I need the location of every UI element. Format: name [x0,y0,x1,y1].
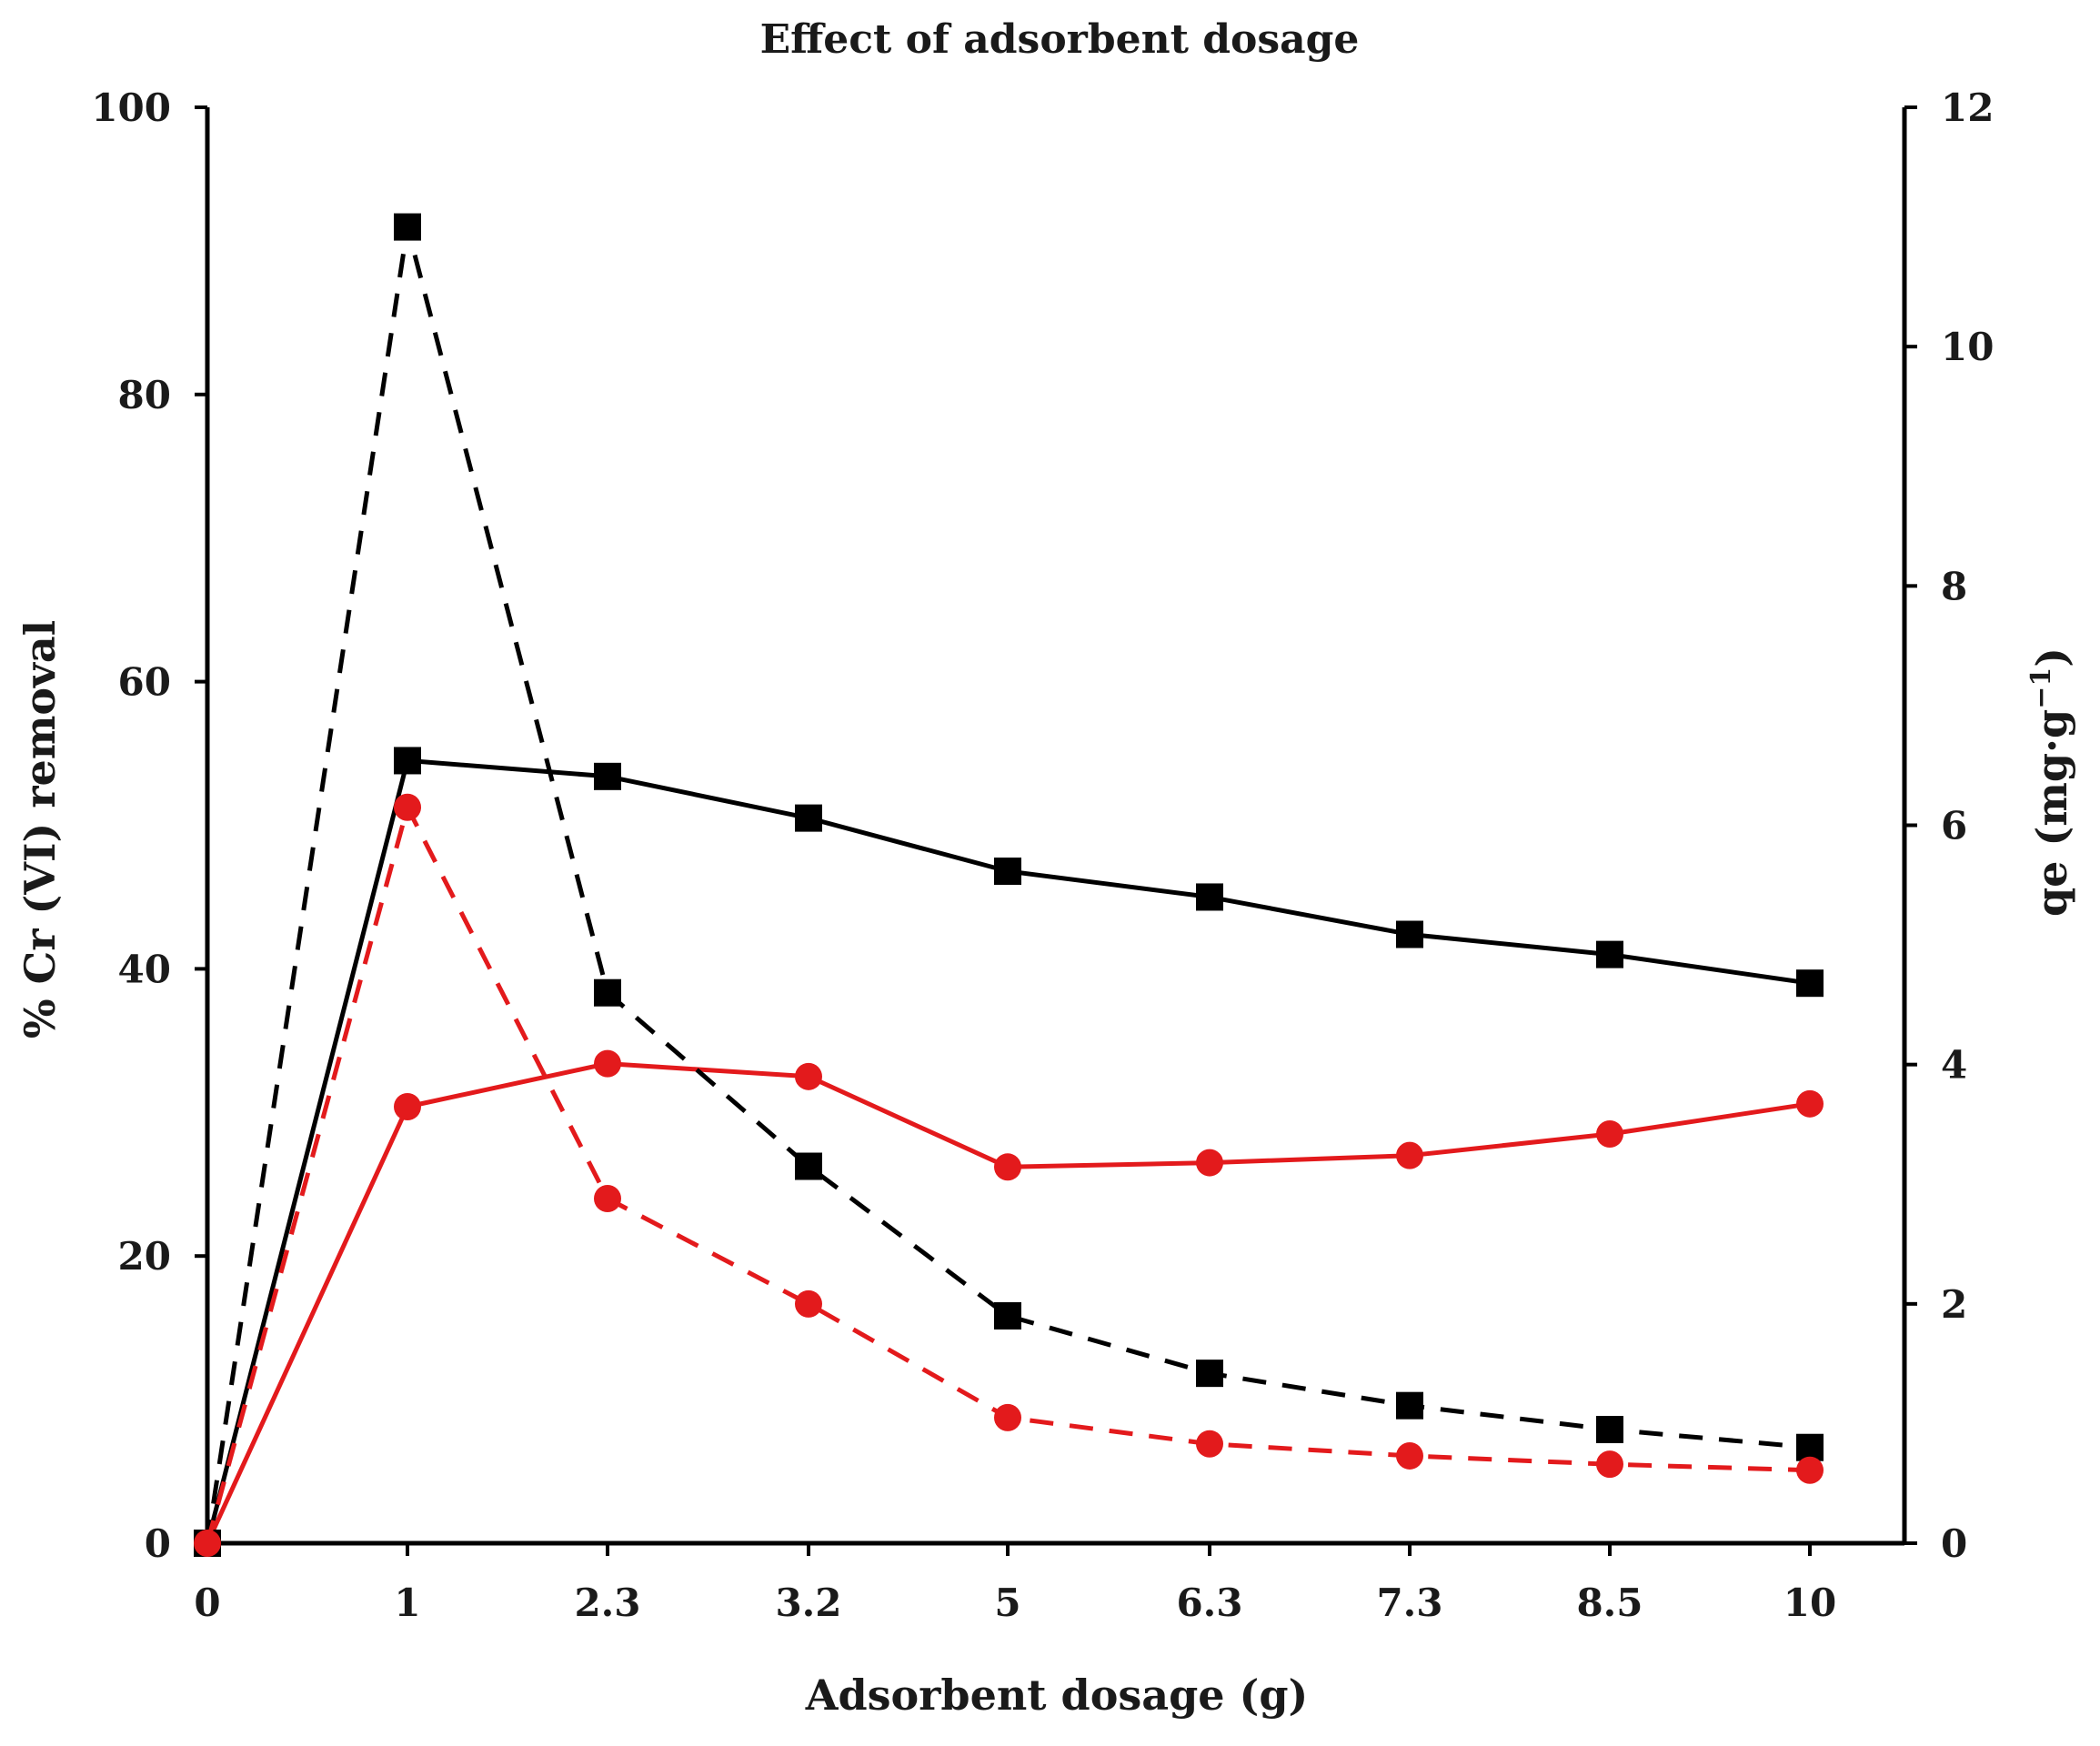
y-axis-label-left: % Cr (VI) removal [15,620,65,1039]
x-tick-label: 8.5 [1576,1580,1643,1625]
data-point-square [1796,1433,1824,1461]
data-point-square [994,858,1021,886]
data-point-circle [194,1530,221,1557]
data-point-circle [1396,1441,1423,1470]
x-tick-label: 0 [194,1580,220,1625]
data-point-circle [994,1153,1021,1181]
data-point-circle [1396,1141,1423,1169]
series-group [194,213,1824,1557]
data-point-square [394,213,421,241]
x-tick-label: 10 [1783,1580,1836,1625]
y-tick-label-left: 0 [145,1521,171,1566]
y-axis-label-right-main: qe (mg·g [2027,709,2076,917]
data-point-circle [394,1092,421,1120]
data-point-square [1596,940,1623,968]
data-point-circle [1196,1149,1223,1177]
labels-group: Effect of adsorbent dosage Adsorbent dos… [15,16,2076,1720]
x-tick-label: 3.2 [775,1580,841,1625]
data-point-square [1396,1391,1423,1420]
data-point-square [1196,1360,1223,1388]
data-point-square [594,762,621,790]
y-tick-label-right: 8 [1941,564,1967,608]
chart-title: Effect of adsorbent dosage [760,16,1360,63]
data-point-circle [594,1049,621,1078]
data-point-circle [1596,1450,1623,1479]
y-tick-label-right: 12 [1941,85,1994,130]
data-point-square [1596,1415,1623,1443]
y-tick-label-right: 2 [1941,1282,1967,1327]
x-tick-label: 6.3 [1176,1580,1242,1625]
y-tick-label-right: 4 [1941,1043,1967,1088]
data-point-square [594,978,621,1007]
data-point-square [1396,920,1423,948]
data-point-circle [394,793,421,821]
x-tick-label: 5 [994,1580,1020,1625]
x-tick-label: 2.3 [574,1580,640,1625]
y-tick-label-left: 100 [91,85,171,130]
data-point-circle [795,1289,822,1318]
x-axis-label: Adsorbent dosage (g) [805,1671,1309,1720]
y-axis-label-right: qe (mg·g−1) [2025,647,2076,917]
data-point-circle [994,1403,1021,1431]
y-tick-label-right: 10 [1941,325,1994,369]
data-point-square [795,1152,822,1180]
data-point-circle [594,1185,621,1213]
y-axis-label-right-sup: −1 [2025,667,2057,709]
y-tick-label-left: 80 [118,373,171,417]
data-point-circle [1196,1430,1223,1458]
axes-group: 0 1 2.3 3.2 5 6.3 7.3 8.5 1002040608010002468101… [91,85,1994,1625]
data-point-square [795,804,822,832]
data-point-circle [1796,1456,1824,1484]
y-axis-label-right-close: ) [2027,647,2076,667]
data-point-circle [1596,1119,1623,1148]
y-tick-label-right: 6 [1941,804,1967,848]
y-tick-label-left: 60 [118,660,171,705]
x-tick-label: 7.3 [1376,1580,1442,1625]
series-line-3 [205,225,1811,1544]
data-point-square [1196,883,1223,911]
y-tick-label-right: 0 [1941,1521,1967,1566]
data-point-square [394,747,421,775]
x-tick-label: 1 [394,1580,420,1625]
data-point-circle [1796,1089,1824,1118]
data-point-square [994,1301,1021,1330]
y-tick-label-left: 40 [118,947,171,991]
y-tick-label-left: 20 [118,1234,171,1279]
data-point-circle [795,1062,822,1090]
data-point-square [1796,969,1824,998]
